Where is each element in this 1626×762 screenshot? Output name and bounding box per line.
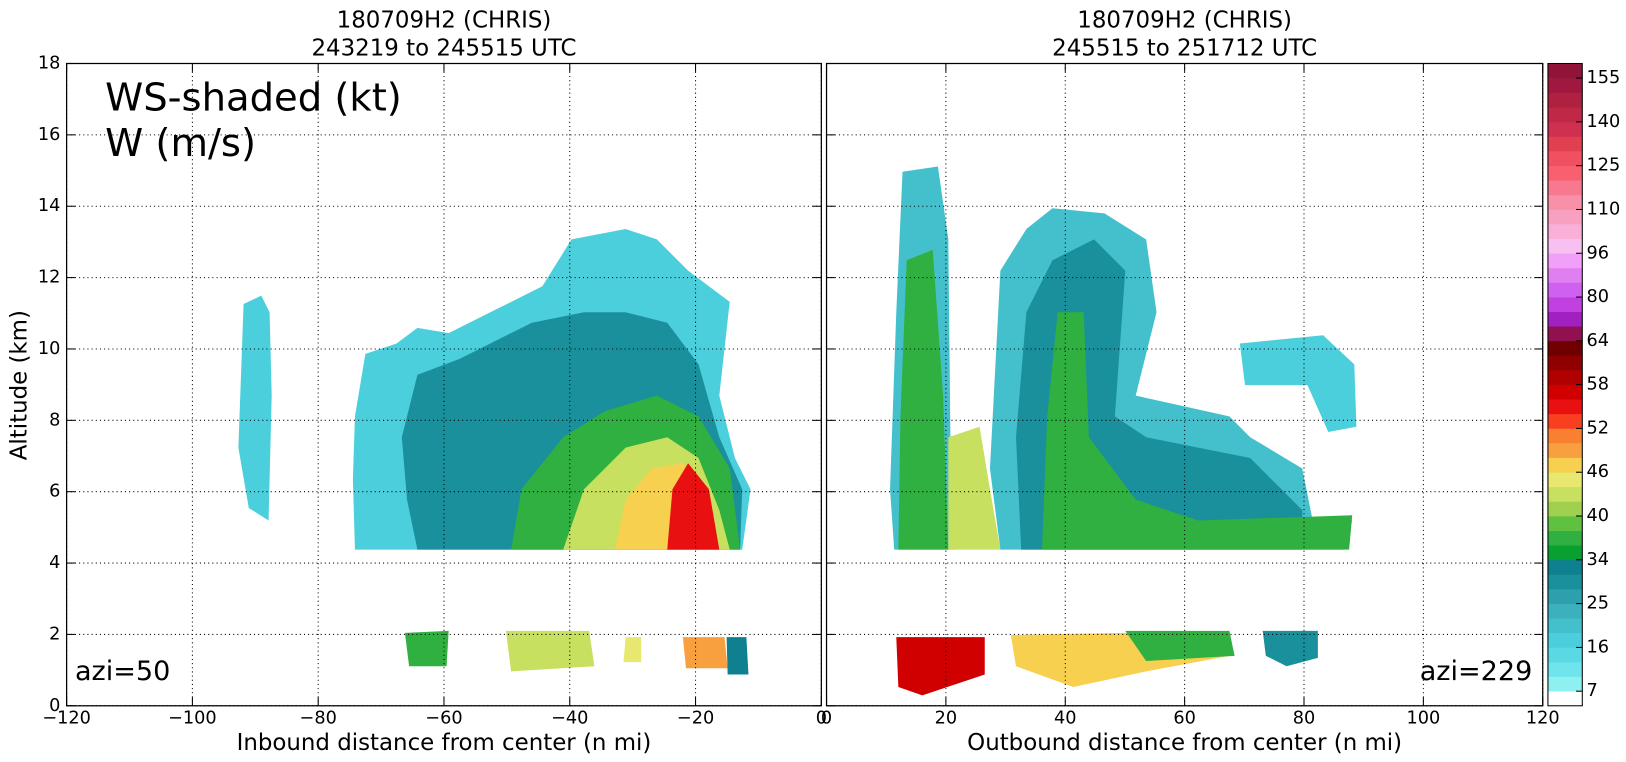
colorbar-tick-label: 16 xyxy=(1586,637,1609,657)
plot-frame xyxy=(65,62,822,707)
plot-frame xyxy=(825,62,1544,707)
colorbar-tick-label: 155 xyxy=(1586,68,1620,88)
colorbar-tick-label: 80 xyxy=(1586,287,1609,307)
colorbar-band xyxy=(1547,428,1583,444)
colorbar-band xyxy=(1547,165,1583,181)
colorbar-tick-label: 64 xyxy=(1586,331,1609,351)
colorbar-band xyxy=(1547,501,1583,517)
x-tick-label: 0 xyxy=(821,708,832,728)
chart-title: 180709H2 (CHRIS) xyxy=(337,7,552,33)
x-tick-label: 60 xyxy=(1173,708,1196,728)
ws-shading xyxy=(238,166,1357,696)
colorbar-band xyxy=(1547,370,1583,385)
x-tick-label: −80 xyxy=(300,708,337,728)
colorbar-tick-label: 25 xyxy=(1586,594,1609,614)
colorbar-band xyxy=(1547,559,1583,575)
colorbar-band xyxy=(1547,151,1583,166)
colorbar-band xyxy=(1547,516,1583,531)
colorbar-band xyxy=(1547,209,1583,225)
y-tick-label: 8 xyxy=(49,410,60,430)
legend-text: WS-shaded (kt) xyxy=(105,75,402,120)
x-tick-label: −120 xyxy=(42,708,91,728)
colorbar-band xyxy=(1547,661,1583,677)
colorbar-band xyxy=(1547,384,1583,400)
chart-title: 180709H2 (CHRIS) xyxy=(1077,7,1292,33)
y-tick-label: 6 xyxy=(49,482,60,502)
colorbar-tick-label: 125 xyxy=(1586,156,1620,176)
y-tick-label: 14 xyxy=(38,196,61,216)
colorbar-band xyxy=(1547,107,1583,123)
colorbar-band xyxy=(1547,632,1583,648)
y-tick-label: 12 xyxy=(38,268,61,288)
y-tick-label: 10 xyxy=(38,339,61,359)
y-tick-label: 2 xyxy=(49,624,60,644)
colorbar-tick-label: 7 xyxy=(1586,681,1597,701)
colorbar-band xyxy=(1547,355,1583,371)
colorbar-tick-label: 46 xyxy=(1586,462,1609,482)
x-axis-label: Inbound distance from center (n mi) xyxy=(237,730,652,756)
y-tick-label: 16 xyxy=(38,125,61,145)
colorbar-band xyxy=(1547,603,1583,619)
x-axis-label: Outbound distance from center (n mi) xyxy=(967,730,1402,756)
colorbar-band xyxy=(1547,267,1583,283)
annotation: azi=229 xyxy=(1420,656,1533,687)
chart-title: 243219 to 245515 UTC xyxy=(311,35,576,61)
chart-title: 245515 to 251712 UTC xyxy=(1052,35,1317,61)
colorbar-tick-label: 140 xyxy=(1586,112,1620,132)
x-tick-label: −60 xyxy=(425,708,462,728)
colorbar-tick-label: 40 xyxy=(1586,506,1609,526)
colorbar-band xyxy=(1547,121,1583,137)
x-tick-label: −100 xyxy=(168,708,217,728)
colorbar-tick-label: 96 xyxy=(1586,243,1609,263)
x-tick-label: 80 xyxy=(1293,708,1316,728)
colorbar-band xyxy=(1547,253,1583,269)
colorbar-band xyxy=(1547,574,1583,590)
colorbar-band xyxy=(1547,238,1583,254)
y-axis-label: Altitude (km) xyxy=(6,310,32,460)
x-tick-label: −20 xyxy=(677,708,714,728)
colorbar-tick-label: 52 xyxy=(1586,418,1609,438)
colorbar-tick-label: 58 xyxy=(1586,375,1609,395)
colorbar-band xyxy=(1547,297,1583,312)
x-tick-label: 20 xyxy=(935,708,958,728)
colorbar-band xyxy=(1547,618,1583,634)
colorbar-band xyxy=(1547,224,1583,239)
y-tick-label: 18 xyxy=(38,54,61,74)
colorbar-band xyxy=(1547,443,1583,458)
colorbar-band xyxy=(1547,340,1583,356)
colorbar-band xyxy=(1547,282,1583,298)
x-tick-label: 120 xyxy=(1526,708,1560,728)
colorbar-band xyxy=(1547,589,1583,604)
colorbar-band xyxy=(1547,180,1583,196)
colorbar-band xyxy=(1547,63,1583,79)
colorbar-band xyxy=(1547,676,1583,692)
x-tick-label: 40 xyxy=(1054,708,1077,728)
colorbar-band xyxy=(1547,399,1583,415)
colorbar-band xyxy=(1547,530,1583,546)
x-tick-label: 100 xyxy=(1406,708,1440,728)
colorbar-band xyxy=(1547,92,1583,108)
colorbar-band xyxy=(1547,136,1583,152)
legend-text: W (m/s) xyxy=(105,121,256,166)
y-tick-label: 0 xyxy=(49,696,60,716)
colorbar-band xyxy=(1547,78,1583,94)
colorbar-band xyxy=(1547,311,1583,327)
colorbar-band xyxy=(1547,545,1583,561)
x-tick-label: −40 xyxy=(551,708,588,728)
colorbar-band xyxy=(1547,472,1583,488)
colorbar-band xyxy=(1547,413,1583,429)
colorbar-band xyxy=(1547,457,1583,473)
colorbar-band xyxy=(1547,194,1583,210)
colorbar-band xyxy=(1547,691,1583,707)
colorbar-band xyxy=(1547,326,1583,342)
colorbar-band xyxy=(1547,486,1583,502)
colorbar-tick-label: 110 xyxy=(1586,199,1620,219)
x-tick-label: 0 xyxy=(816,708,827,728)
y-tick-label: 4 xyxy=(49,553,60,573)
annotation: azi=50 xyxy=(75,656,170,687)
colorbar-band xyxy=(1547,647,1583,663)
colorbar-tick-label: 34 xyxy=(1586,550,1609,570)
